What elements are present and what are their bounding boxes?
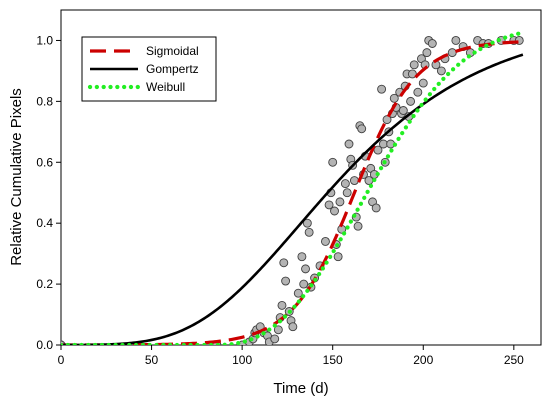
plot-frame [60,9,542,346]
data-point [330,206,339,216]
data-point [277,300,287,310]
y-tick-label: 0.4 [36,216,53,230]
y-tick-label: 1.0 [36,33,53,47]
data-point [304,227,314,237]
data-point [413,87,423,97]
data-point [451,36,461,45]
y-tick-label: 0.6 [36,155,53,169]
observed-points [61,36,524,345]
x-axis: 0 50 100 150 200 250 [58,345,524,367]
legend-label-sigmoidal: Sigmoidal [146,44,199,58]
data-point [270,334,280,344]
data-point [302,218,312,228]
data-point [293,288,303,298]
data-point [279,258,289,268]
data-point [342,188,352,198]
x-tick-label: 200 [413,353,433,367]
data-point [398,106,408,115]
data-point [377,84,387,94]
y-tick-label: 0.0 [36,338,53,352]
data-point [328,157,338,167]
data-point [340,179,350,189]
legend: Sigmoidal Gompertz Weibull [81,36,217,102]
data-point [299,279,309,289]
data-point [324,200,334,210]
x-tick-label: 100 [232,353,252,367]
curve-gompertz [61,53,524,345]
data-point [447,48,457,58]
data-point [406,96,416,106]
data-point [389,93,399,103]
data-point [335,197,345,207]
data-point [321,237,330,246]
x-tick-label: 150 [323,353,343,367]
data-point [436,66,446,76]
legend-label-weibull: Weibull [146,80,185,94]
x-axis-title: Time (d) [273,380,328,397]
y-axis-title: Relative Cumulative Pixels [8,88,25,266]
data-point [301,264,310,274]
data-point [371,203,381,213]
y-tick-label: 0.8 [36,94,53,108]
data-point [333,252,343,262]
x-tick-label: 0 [58,353,65,367]
data-point [418,78,428,88]
data-point [357,124,367,134]
data-point [273,325,283,335]
y-tick-label: 0.2 [36,277,53,291]
data-point [353,221,363,231]
x-tick-label: 250 [504,353,524,367]
data-point [344,139,354,149]
data-point [409,60,419,70]
data-point [281,276,291,286]
data-point [422,48,432,58]
fitted-curves [61,30,525,345]
data-point [349,176,359,185]
data-point [407,69,417,79]
data-point [297,252,307,262]
data-point [288,322,298,332]
x-tick-label: 50 [145,353,159,367]
data-point [427,39,437,48]
y-axis: 0.0 0.2 0.4 0.6 0.8 1.0 [36,33,61,352]
legend-label-gompertz: Gompertz [146,62,199,76]
data-point [373,145,383,155]
